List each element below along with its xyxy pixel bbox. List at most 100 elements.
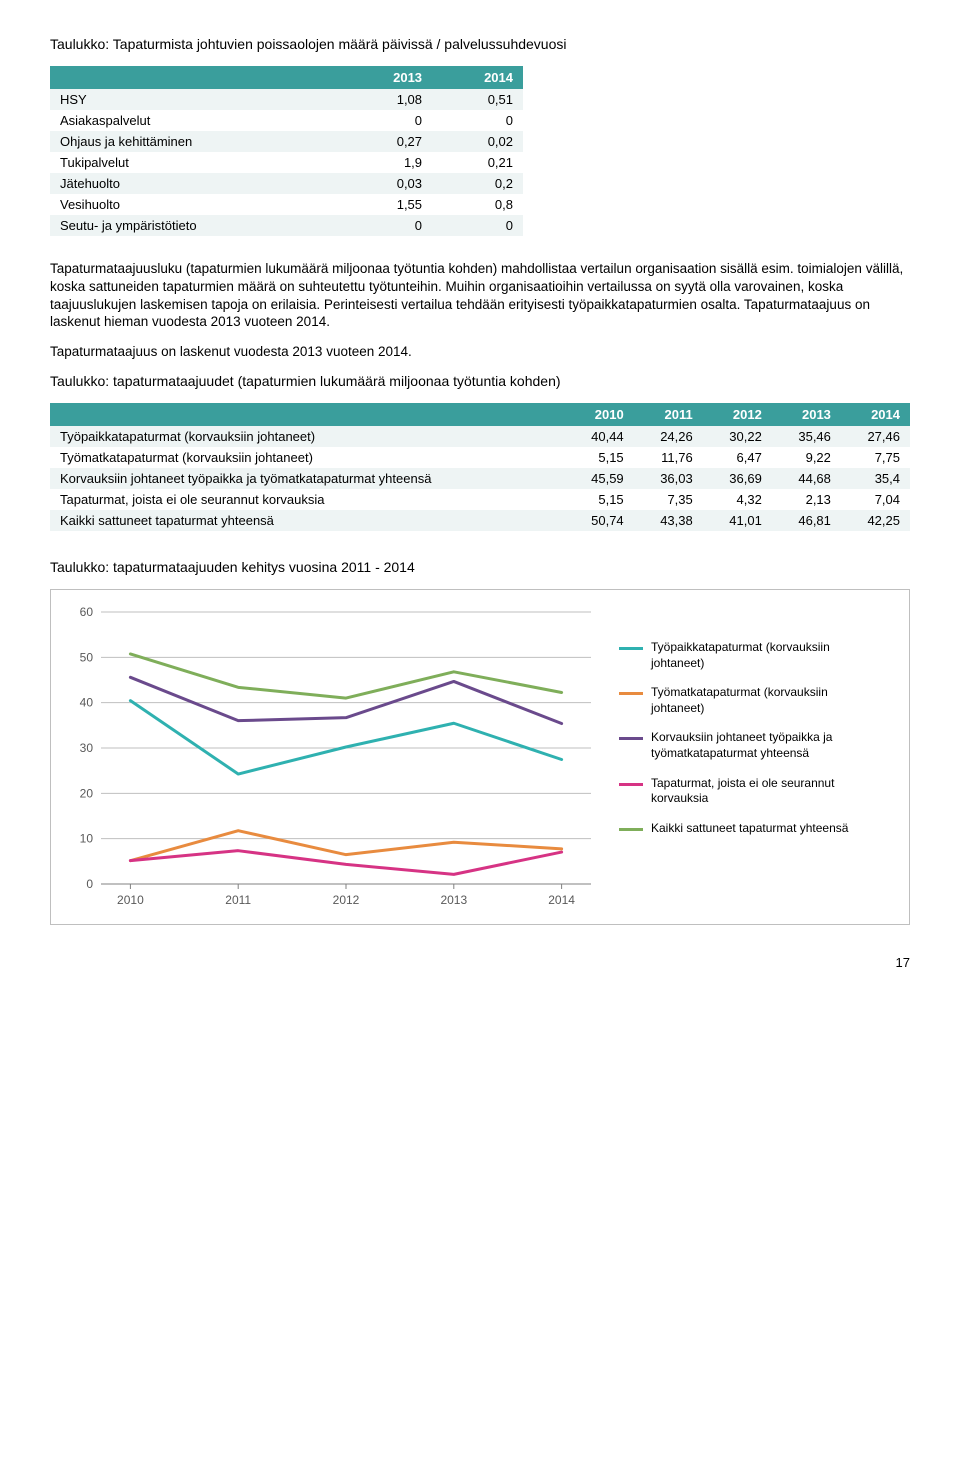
cell-value: 35,4 xyxy=(841,468,910,489)
cell-value: 44,68 xyxy=(772,468,841,489)
row-label: Seutu- ja ympäristötieto xyxy=(50,215,341,236)
legend-item: Työmatkatapaturmat (korvauksiin johtanee… xyxy=(619,685,879,716)
cell-value: 40,44 xyxy=(565,426,634,447)
legend-swatch xyxy=(619,737,643,740)
cell-value: 0,27 xyxy=(341,131,432,152)
cell-value: 24,26 xyxy=(634,426,703,447)
page-number: 17 xyxy=(50,955,910,970)
legend-item: Tapaturmat, joista ei ole seurannut korv… xyxy=(619,776,879,807)
svg-text:10: 10 xyxy=(80,832,94,846)
column-header: 2013 xyxy=(341,66,432,89)
row-label: HSY xyxy=(50,89,341,110)
cell-value: 0,02 xyxy=(432,131,523,152)
cell-value: 41,01 xyxy=(703,510,772,531)
table2-title: Taulukko: tapaturmataajuudet (tapaturmie… xyxy=(50,373,910,389)
table-row: Vesihuolto1,550,8 xyxy=(50,194,523,215)
column-header xyxy=(50,66,341,89)
row-label: Tapaturmat, joista ei ole seurannut korv… xyxy=(50,489,565,510)
line-chart: 010203040506020102011201220132014 xyxy=(61,602,601,912)
svg-text:0: 0 xyxy=(86,877,93,891)
legend-swatch xyxy=(619,692,643,695)
table-row: Tukipalvelut1,90,21 xyxy=(50,152,523,173)
cell-value: 6,47 xyxy=(703,447,772,468)
svg-text:30: 30 xyxy=(80,741,94,755)
row-label: Asiakaspalvelut xyxy=(50,110,341,131)
cell-value: 0,8 xyxy=(432,194,523,215)
cell-value: 0 xyxy=(341,215,432,236)
table-row: Tapaturmat, joista ei ole seurannut korv… xyxy=(50,489,910,510)
cell-value: 7,75 xyxy=(841,447,910,468)
table-row: Seutu- ja ympäristötieto00 xyxy=(50,215,523,236)
column-header: 2010 xyxy=(565,403,634,426)
cell-value: 27,46 xyxy=(841,426,910,447)
table1-title: Taulukko: Tapaturmista johtuvien poissao… xyxy=(50,36,910,52)
table-row: Korvauksiin johtaneet työpaikka ja työma… xyxy=(50,468,910,489)
cell-value: 0,03 xyxy=(341,173,432,194)
table-row: Ohjaus ja kehittäminen0,270,02 xyxy=(50,131,523,152)
legend-label: Tapaturmat, joista ei ole seurannut korv… xyxy=(651,776,879,807)
column-header: 2011 xyxy=(634,403,703,426)
column-header: 2014 xyxy=(432,66,523,89)
legend-label: Kaikki sattuneet tapaturmat yhteensä xyxy=(651,821,848,837)
column-header: 2014 xyxy=(841,403,910,426)
table-row: Työpaikkatapaturmat (korvauksiin johtane… xyxy=(50,426,910,447)
cell-value: 36,03 xyxy=(634,468,703,489)
cell-value: 35,46 xyxy=(772,426,841,447)
cell-value: 45,59 xyxy=(565,468,634,489)
column-header: 2012 xyxy=(703,403,772,426)
cell-value: 5,15 xyxy=(565,447,634,468)
row-label: Tukipalvelut xyxy=(50,152,341,173)
chart-container: 010203040506020102011201220132014 Työpai… xyxy=(50,589,910,925)
cell-value: 5,15 xyxy=(565,489,634,510)
row-label: Kaikki sattuneet tapaturmat yhteensä xyxy=(50,510,565,531)
table-row: Asiakaspalvelut00 xyxy=(50,110,523,131)
row-label: Ohjaus ja kehittäminen xyxy=(50,131,341,152)
cell-value: 46,81 xyxy=(772,510,841,531)
row-label: Korvauksiin johtaneet työpaikka ja työma… xyxy=(50,468,565,489)
legend-swatch xyxy=(619,783,643,786)
svg-text:2014: 2014 xyxy=(548,893,575,907)
cell-value: 1,55 xyxy=(341,194,432,215)
cell-value: 7,04 xyxy=(841,489,910,510)
table-row: Työmatkatapaturmat (korvauksiin johtanee… xyxy=(50,447,910,468)
svg-text:60: 60 xyxy=(80,605,94,619)
cell-value: 0 xyxy=(432,110,523,131)
cell-value: 42,25 xyxy=(841,510,910,531)
svg-text:20: 20 xyxy=(80,786,94,800)
svg-text:2013: 2013 xyxy=(440,893,467,907)
cell-value: 1,08 xyxy=(341,89,432,110)
cell-value: 50,74 xyxy=(565,510,634,531)
cell-value: 0 xyxy=(341,110,432,131)
row-label: Työmatkatapaturmat (korvauksiin johtanee… xyxy=(50,447,565,468)
table2: 20102011201220132014 Työpaikkatapaturmat… xyxy=(50,403,910,531)
table-row: HSY1,080,51 xyxy=(50,89,523,110)
cell-value: 4,32 xyxy=(703,489,772,510)
legend-item: Työpaikkatapaturmat (korvauksiin johtane… xyxy=(619,640,879,671)
legend-item: Kaikki sattuneet tapaturmat yhteensä xyxy=(619,821,879,837)
row-label: Jätehuolto xyxy=(50,173,341,194)
paragraph-1: Tapaturmataajuusluku (tapaturmien lukumä… xyxy=(50,260,910,331)
legend-swatch xyxy=(619,647,643,650)
cell-value: 0,51 xyxy=(432,89,523,110)
table-row: Jätehuolto0,030,2 xyxy=(50,173,523,194)
table-row: Kaikki sattuneet tapaturmat yhteensä50,7… xyxy=(50,510,910,531)
cell-value: 7,35 xyxy=(634,489,703,510)
row-label: Vesihuolto xyxy=(50,194,341,215)
svg-text:2010: 2010 xyxy=(117,893,144,907)
cell-value: 0,2 xyxy=(432,173,523,194)
cell-value: 9,22 xyxy=(772,447,841,468)
svg-text:2012: 2012 xyxy=(333,893,360,907)
svg-text:2011: 2011 xyxy=(225,893,251,907)
legend-swatch xyxy=(619,828,643,831)
cell-value: 30,22 xyxy=(703,426,772,447)
column-header xyxy=(50,403,565,426)
row-label: Työpaikkatapaturmat (korvauksiin johtane… xyxy=(50,426,565,447)
cell-value: 1,9 xyxy=(341,152,432,173)
table1: 20132014 HSY1,080,51Asiakaspalvelut00Ohj… xyxy=(50,66,523,236)
legend-label: Korvauksiin johtaneet työpaikka ja työma… xyxy=(651,730,879,761)
cell-value: 43,38 xyxy=(634,510,703,531)
svg-text:40: 40 xyxy=(80,696,94,710)
cell-value: 36,69 xyxy=(703,468,772,489)
cell-value: 2,13 xyxy=(772,489,841,510)
paragraph-2: Tapaturmataajuus on laskenut vuodesta 20… xyxy=(50,343,910,361)
